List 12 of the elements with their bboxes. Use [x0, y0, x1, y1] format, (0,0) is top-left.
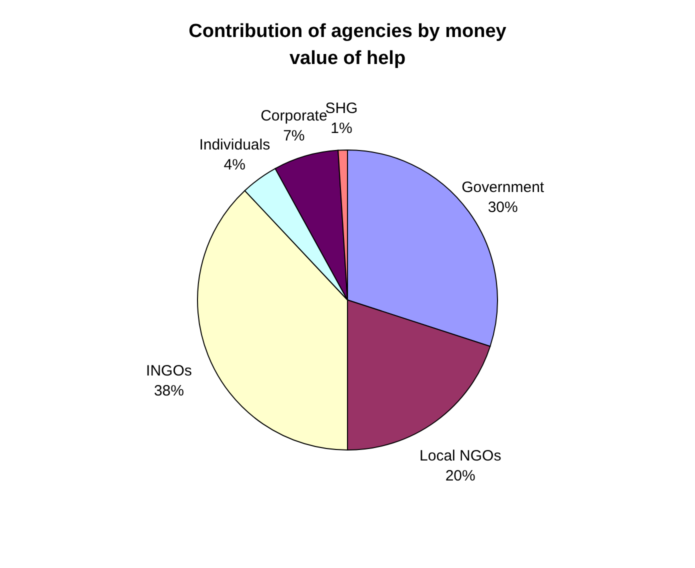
data-label: 30% [488, 199, 518, 216]
chart-title: Contribution of agencies by money value of help [188, 21, 507, 69]
data-label: 38% [154, 382, 184, 400]
slice-label: Individuals [199, 136, 270, 154]
slice-label: Corporate [260, 108, 328, 125]
data-label: 20% [445, 467, 476, 484]
slice-label: Local NGOs [420, 447, 502, 464]
data-label: 1% [330, 120, 352, 138]
slice-label: Government [462, 179, 545, 196]
data-label: 4% [224, 156, 246, 174]
slice-label: INGOs [146, 362, 192, 380]
data-label: 7% [283, 128, 305, 145]
